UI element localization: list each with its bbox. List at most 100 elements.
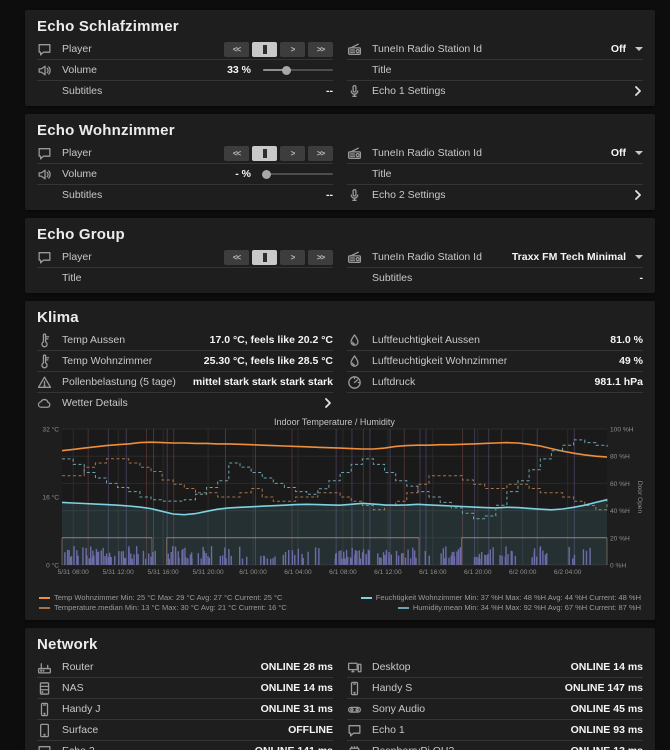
thermometer-icon <box>37 333 52 348</box>
chart-canvas: Indoor Temperature / Humidity5/31 08:005… <box>37 417 643 587</box>
temp-aussen-label: Temp Aussen <box>62 334 202 346</box>
tunein-label: TuneIn Radio Station Id <box>372 43 603 55</box>
luftdruck-label: Luftdruck <box>372 376 587 388</box>
radio-icon <box>347 42 362 57</box>
settings-row[interactable]: Echo 1 Settings <box>347 81 643 101</box>
desktop-icon <box>347 660 362 675</box>
chevron-down-icon <box>635 255 643 259</box>
subtitles-value: -- <box>326 189 333 201</box>
legend-item[interactable]: Humidity.mean Min: 34 %H Max: 92 %H Avg:… <box>398 603 641 612</box>
device-status: ONLINE 93 ms <box>571 724 643 736</box>
device-status: ONLINE 31 ms <box>261 703 333 715</box>
series-fill <box>62 500 607 565</box>
pause-button[interactable] <box>252 146 277 161</box>
settings-row[interactable]: Echo 2 Settings <box>347 185 643 205</box>
svg-text:6/1 20:00: 6/1 20:00 <box>464 569 492 576</box>
pause-icon <box>263 45 267 54</box>
play-next-button[interactable]: > <box>280 146 305 161</box>
card-echo-wohnzimmer: Echo Wohnzimmer Player << > >> Volume <box>25 114 655 210</box>
svg-text:16 °C: 16 °C <box>42 494 59 502</box>
svg-text:5/31 16:00: 5/31 16:00 <box>148 569 179 576</box>
fast-forward-button[interactable]: >> <box>308 42 333 57</box>
phone-icon <box>347 681 362 696</box>
volume-icon <box>37 63 52 78</box>
play-next-button[interactable]: > <box>280 42 305 57</box>
tunein-row[interactable]: TuneIn Radio Station Id Traxx FM Tech Mi… <box>347 247 643 268</box>
legend-item[interactable]: Feuchtigkeit Wohnzimmer Min: 37 %H Max: … <box>361 593 641 602</box>
title-label: Title <box>372 64 635 76</box>
legend-item[interactable]: Temperature.median Min: 13 °C Max: 30 °C… <box>39 603 287 612</box>
chart-legend: Temp Wohnzimmer Min: 25 °C Max: 29 °C Av… <box>39 593 641 612</box>
hum-aussen-row: Luftfeuchtigkeit Aussen 81.0 % <box>347 330 643 351</box>
play-next-button[interactable]: > <box>280 250 305 265</box>
temp-aussen-row: Temp Aussen 17.0 °C, feels like 20.2 °C <box>37 330 333 351</box>
rewind-button[interactable]: << <box>224 42 249 57</box>
pause-icon <box>263 253 267 262</box>
device-label: Router <box>62 661 253 673</box>
player-controls: << > >> <box>224 250 333 265</box>
phone-icon <box>37 702 52 717</box>
pause-button[interactable] <box>252 42 277 57</box>
hum-wohnzimmer-label: Luftfeuchtigkeit Wohnzimmer <box>372 355 611 367</box>
thermometer-icon <box>37 354 52 369</box>
device-status: OFFLINE <box>288 724 333 736</box>
legend-swatch <box>361 597 372 599</box>
player-label: Player <box>62 251 216 263</box>
legend-swatch <box>398 607 409 609</box>
network-device-row: Handy SONLINE 147 ms <box>347 678 643 699</box>
title-row: Title <box>347 164 643 185</box>
volume-slider[interactable] <box>263 168 333 180</box>
network-device-row: Echo 1ONLINE 93 ms <box>347 720 643 741</box>
svg-text:6/1 12:00: 6/1 12:00 <box>374 569 402 576</box>
pollen-label: Pollenbelastung (5 tage) <box>62 376 185 388</box>
svg-text:100 %H: 100 %H <box>610 427 634 434</box>
network-device-row: SurfaceOFFLINE <box>37 720 333 741</box>
device-status: ONLINE 14 ms <box>261 682 333 694</box>
subtitles-row: Subtitles -- <box>37 185 333 205</box>
volume-slider[interactable] <box>263 64 333 76</box>
chip-icon <box>347 744 362 750</box>
empty-row <box>347 393 643 413</box>
title-label: Title <box>372 168 635 180</box>
volume-row: Volume 33 % <box>37 60 333 81</box>
network-device-row: Sony AudioONLINE 45 ms <box>347 699 643 720</box>
device-label: NAS <box>62 682 253 694</box>
volume-icon <box>37 167 52 182</box>
rewind-button[interactable]: << <box>224 250 249 265</box>
volume-row: Volume - % <box>37 164 333 185</box>
chevron-right-icon <box>633 189 643 201</box>
subtitles-row: Subtitles -- <box>37 81 333 101</box>
card-echo-schlafzimmer: Echo Schlafzimmer Player << > >> Volume <box>25 10 655 106</box>
player-label: Player <box>62 43 216 55</box>
luftdruck-row: Luftdruck 981.1 hPa <box>347 372 643 393</box>
subtitles-label: Subtitles <box>62 85 318 97</box>
fast-forward-button[interactable]: >> <box>308 250 333 265</box>
legend-text: Humidity.mean Min: 34 %H Max: 92 %H Avg:… <box>413 603 641 612</box>
legend-text: Temp Wohnzimmer Min: 25 °C Max: 29 °C Av… <box>54 593 282 602</box>
device-label: Handy S <box>372 682 557 694</box>
card-title: Network <box>37 636 643 653</box>
volume-value: 33 % <box>227 64 251 76</box>
tunein-label: TuneIn Radio Station Id <box>372 251 504 263</box>
card-title: Echo Group <box>37 226 643 243</box>
volume-value: - % <box>235 168 251 180</box>
network-device-row: DesktopONLINE 14 ms <box>347 657 643 678</box>
speaker-icon <box>347 702 362 717</box>
legend-item[interactable]: Temp Wohnzimmer Min: 25 °C Max: 29 °C Av… <box>39 593 287 602</box>
tunein-row[interactable]: TuneIn Radio Station Id Off <box>347 39 643 60</box>
svg-text:0 %H: 0 %H <box>610 563 626 570</box>
rewind-button[interactable]: << <box>224 146 249 161</box>
legend-text: Temperature.median Min: 13 °C Max: 30 °C… <box>54 603 287 612</box>
tablet-icon <box>37 723 52 738</box>
svg-text:6/1 04:00: 6/1 04:00 <box>284 569 312 576</box>
fast-forward-button[interactable]: >> <box>308 146 333 161</box>
pause-button[interactable] <box>252 250 277 265</box>
wetter-details-row[interactable]: Wetter Details <box>37 393 333 413</box>
player-label: Player <box>62 147 216 159</box>
tunein-row[interactable]: TuneIn Radio Station Id Off <box>347 143 643 164</box>
svg-text:20 %H: 20 %H <box>610 535 630 542</box>
network-device-row: RouterONLINE 28 ms <box>37 657 333 678</box>
card-title: Klima <box>37 309 643 326</box>
legend-swatch <box>39 607 50 609</box>
temp-aussen-value: 17.0 °C, feels like 20.2 °C <box>210 334 333 346</box>
